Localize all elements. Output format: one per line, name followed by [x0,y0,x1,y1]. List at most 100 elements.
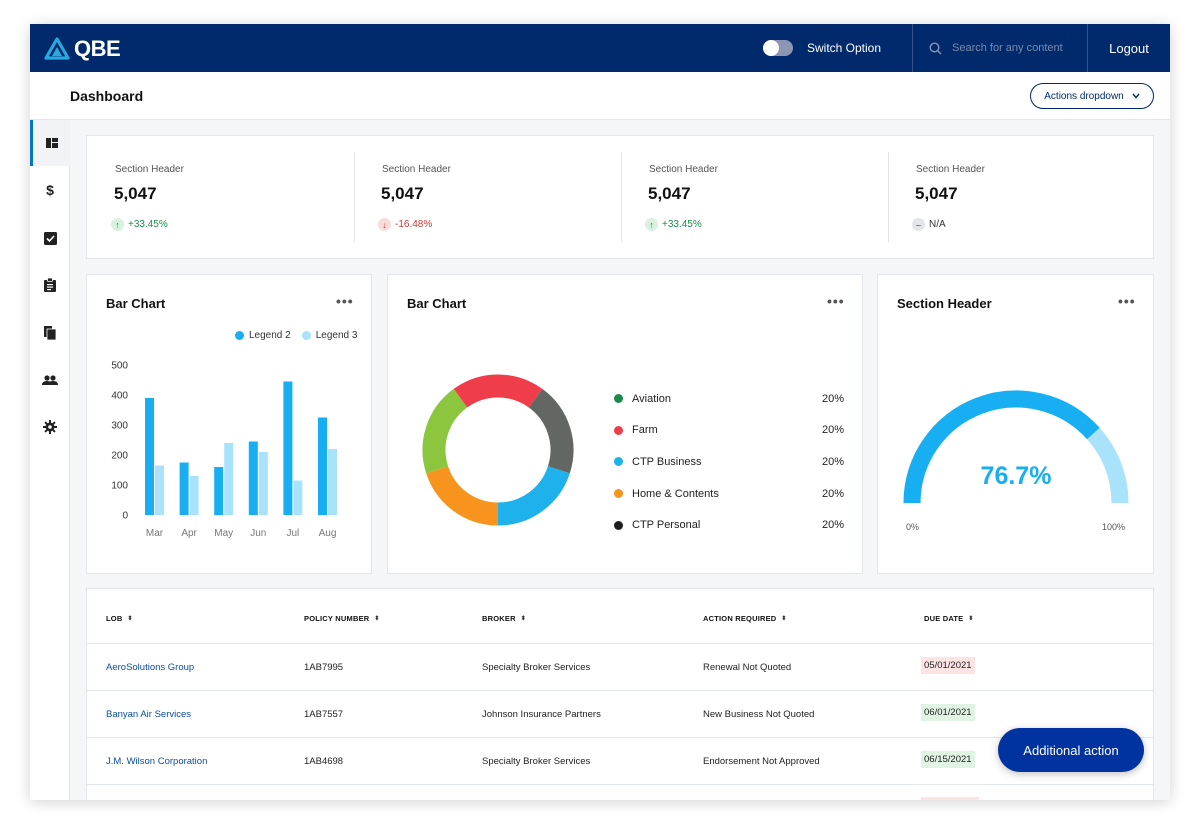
divider [621,152,622,242]
legend-value: 20% [821,455,844,468]
sidebar-item-people[interactable] [30,357,70,403]
chevron-down-icon [1132,93,1140,99]
bar[interactable] [328,449,337,515]
column-header-lob[interactable]: LOB ⬍ [106,614,133,623]
bar[interactable] [145,398,154,515]
sort-icon[interactable]: ⬍ [127,616,133,622]
more-options-icon[interactable]: ••• [336,293,354,309]
arrow-down-icon: ↓ [378,218,391,231]
card-title: Bar Chart [407,296,467,311]
people-icon [42,375,58,385]
sort-icon[interactable]: ⬍ [781,616,787,622]
table-row[interactable]: AeroSolutions Group 1AB7995 Specialty Br… [87,644,1153,691]
bar-chart: 0 100 200 300 400 500 Mar Apr May Jun Jul Aug [111,361,337,539]
sort-icon[interactable]: ⬍ [520,616,526,622]
switch-option[interactable]: Switch Option [763,40,881,56]
due-date-badge: 06/01/2021 [921,704,975,721]
stat-value: 5,047 [915,184,958,203]
more-options-icon[interactable]: ••• [1118,293,1136,309]
stat-change-value: N/A [929,219,946,230]
donut-segment[interactable] [426,465,499,526]
app-window: QBE Switch Option Logout Dashboard Actio… [30,24,1170,800]
donut-segment[interactable] [453,374,543,408]
bar[interactable] [214,467,224,515]
stat-value: 5,047 [381,184,424,203]
bar[interactable] [258,452,268,515]
column-header-label: POLICY NUMBER [304,614,370,623]
logout-button[interactable]: Logout [1109,40,1149,56]
search-icon [929,41,942,54]
column-header-due-date[interactable]: DUE DATE ⬍ [924,614,974,623]
stat-change-value: -16.48% [395,219,433,230]
donut-legend-item: Aviation 20% [614,383,844,415]
stat-tile: Section Header 5,047 ↑ +33.45% [621,136,888,258]
bar[interactable] [179,462,189,516]
donut-segment[interactable] [497,465,570,526]
y-tick-label: 0 [122,511,128,522]
bar[interactable] [283,381,293,516]
table-row[interactable]: Banyan Air Services 1AB7557 Johnson Insu… [87,691,1153,738]
legend-swatch [614,394,623,404]
x-tick-label: Mar [146,528,164,539]
search-box[interactable] [912,24,1088,72]
broker-name: Specialty Broker Services [482,756,591,767]
table-row-partial[interactable] [87,785,1153,800]
additional-action-button[interactable]: Additional action [998,728,1144,772]
y-tick-label: 200 [111,451,128,462]
legend-swatch [614,425,623,435]
stats-card: Section Header 5,047 ↑ +33.45% Section H… [86,135,1154,259]
sidebar-item-documents[interactable] [30,310,70,356]
bar[interactable] [155,465,164,516]
lob-link[interactable]: AeroSolutions Group [106,662,195,673]
lob-link[interactable]: Banyan Air Services [106,709,192,720]
sort-icon[interactable]: ⬍ [374,616,380,622]
legend-label: Home & Contents [632,487,719,500]
stat-change-value: +33.45% [128,219,168,230]
x-tick-label: Apr [181,528,197,539]
page-title: Dashboard [70,88,144,104]
stat-change-value: +33.45% [662,219,702,230]
more-options-icon[interactable]: ••• [827,293,845,309]
legend-label: CTP Personal [632,519,701,532]
bar[interactable] [318,417,327,516]
donut-legend: Aviation 20% Farm 20% CTP Business 20% Home & … [614,383,844,541]
lob-link[interactable]: J.M. Wilson Corporation [106,756,208,767]
column-header-label: ACTION REQUIRED [703,614,777,623]
bar[interactable] [189,476,199,515]
search-input[interactable] [952,42,1082,54]
column-header-broker[interactable]: BROKER ⬍ [482,614,526,623]
stat-value: 5,047 [114,184,157,203]
actions-dropdown[interactable]: Actions dropdown [1030,83,1154,109]
column-header-policy-number[interactable]: POLICY NUMBER ⬍ [304,614,380,623]
toggle-switch[interactable] [763,40,793,56]
action-required: Endorsement Not Approved [703,756,820,767]
bar[interactable] [293,480,303,516]
sidebar-item-finance[interactable]: $ [30,167,70,213]
sidebar-item-clipboard[interactable] [30,262,70,308]
sidebar-item-tasks[interactable] [30,215,70,261]
bar[interactable] [248,441,258,516]
gauge-max-label: 100% [1102,522,1125,532]
sort-icon[interactable]: ⬍ [968,616,974,622]
stat-tile: Section Header 5,047 – N/A [888,136,1155,258]
column-header-action-required[interactable]: ACTION REQUIRED ⬍ [703,614,787,623]
legend-label: CTP Business [632,455,702,468]
arrow-up-icon: ↑ [111,218,124,231]
broker-name: Johnson Insurance Partners [482,709,601,720]
chart-legend: Legend 2 Legend 3 [235,330,357,341]
divider [888,152,889,242]
bar[interactable] [224,443,234,515]
legend-swatch [301,331,311,340]
logo-text: QBE [74,36,121,61]
donut-segment[interactable] [528,388,574,474]
clipboard-icon [44,278,56,292]
stat-tile: Section Header 5,047 ↑ +33.45% [87,136,354,258]
legend-label: Legend 2 [249,330,291,341]
donut-segment[interactable] [422,388,468,474]
qbe-logo[interactable]: QBE [44,36,121,62]
sidebar-item-dashboard[interactable] [30,120,70,166]
donut-legend-item: CTP Personal 20% [614,509,844,541]
legend-swatch [614,520,623,530]
table-row[interactable]: J.M. Wilson Corporation 1AB4698 Specialt… [87,738,1153,785]
sidebar-item-settings[interactable] [30,404,70,450]
